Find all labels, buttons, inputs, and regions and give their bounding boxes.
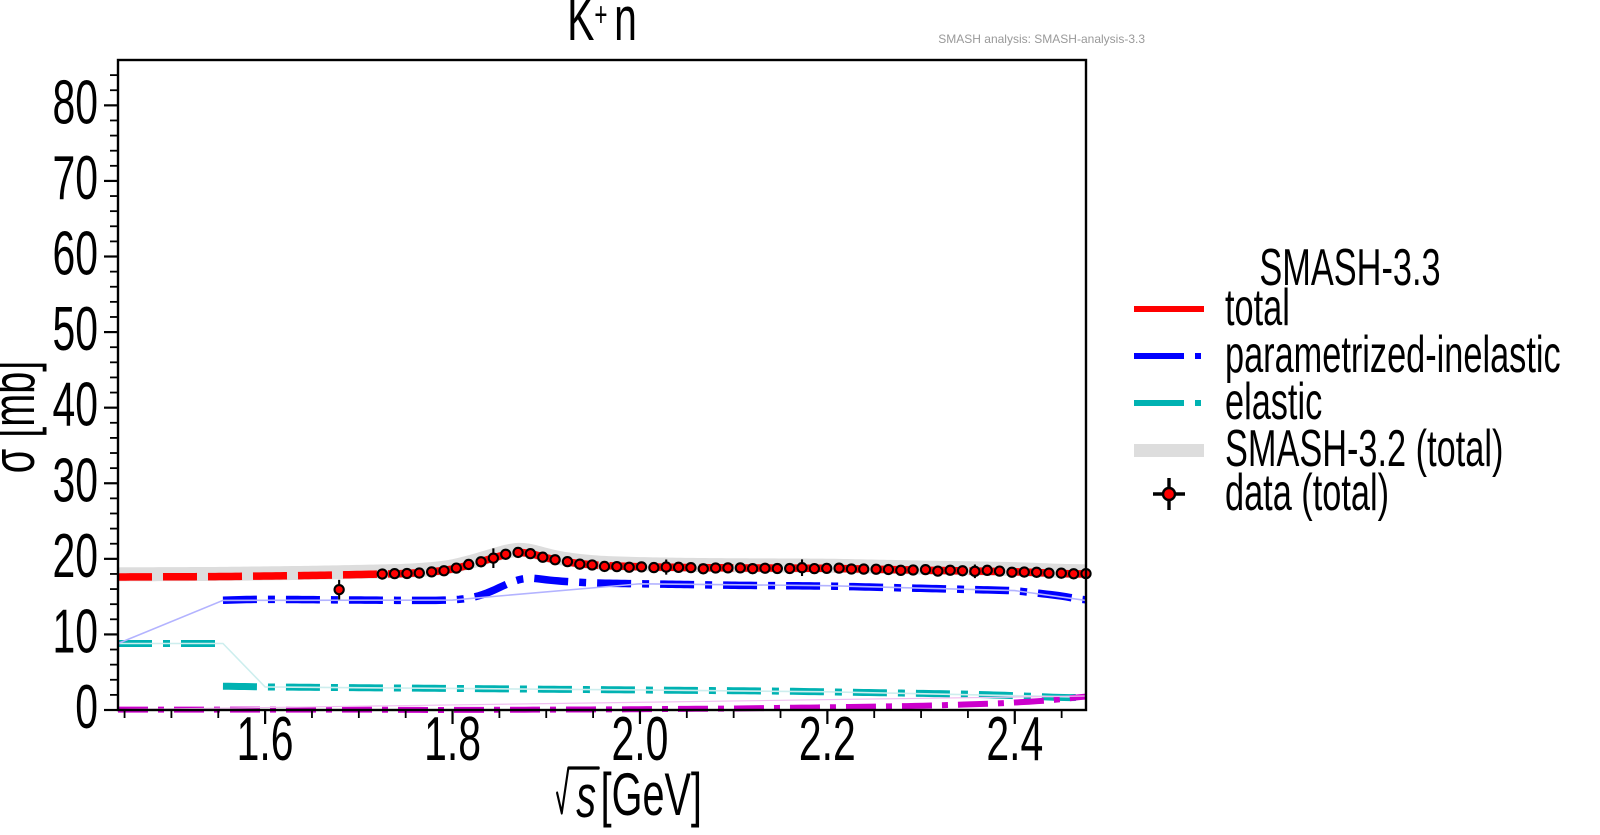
svg-text:60: 60 — [52, 219, 98, 289]
svg-text:2.4: 2.4 — [986, 705, 1043, 775]
svg-text:40: 40 — [52, 370, 98, 440]
svg-text:SMASH analysis: SMASH-analysis: SMASH analysis: SMASH-analysis-3.3 — [938, 32, 1145, 46]
svg-text:data (total): data (total) — [1225, 464, 1389, 522]
svg-text:0: 0 — [75, 673, 98, 743]
svg-text:50: 50 — [52, 295, 98, 365]
svg-text:σ [mb]: σ [mb] — [0, 361, 47, 473]
svg-text:70: 70 — [52, 143, 98, 213]
svg-text:10: 10 — [52, 597, 98, 667]
svg-text:80: 80 — [52, 68, 98, 138]
svg-text:30: 30 — [52, 446, 98, 516]
svg-text:[GeV]: [GeV] — [601, 761, 702, 828]
svg-text:1.6: 1.6 — [237, 705, 294, 775]
svg-text:20: 20 — [52, 521, 98, 591]
svg-text:K+n: K+ n — [567, 0, 637, 54]
svg-text:1.8: 1.8 — [424, 705, 481, 775]
svg-text:2.2: 2.2 — [799, 705, 856, 775]
svg-text:s: s — [576, 763, 596, 830]
